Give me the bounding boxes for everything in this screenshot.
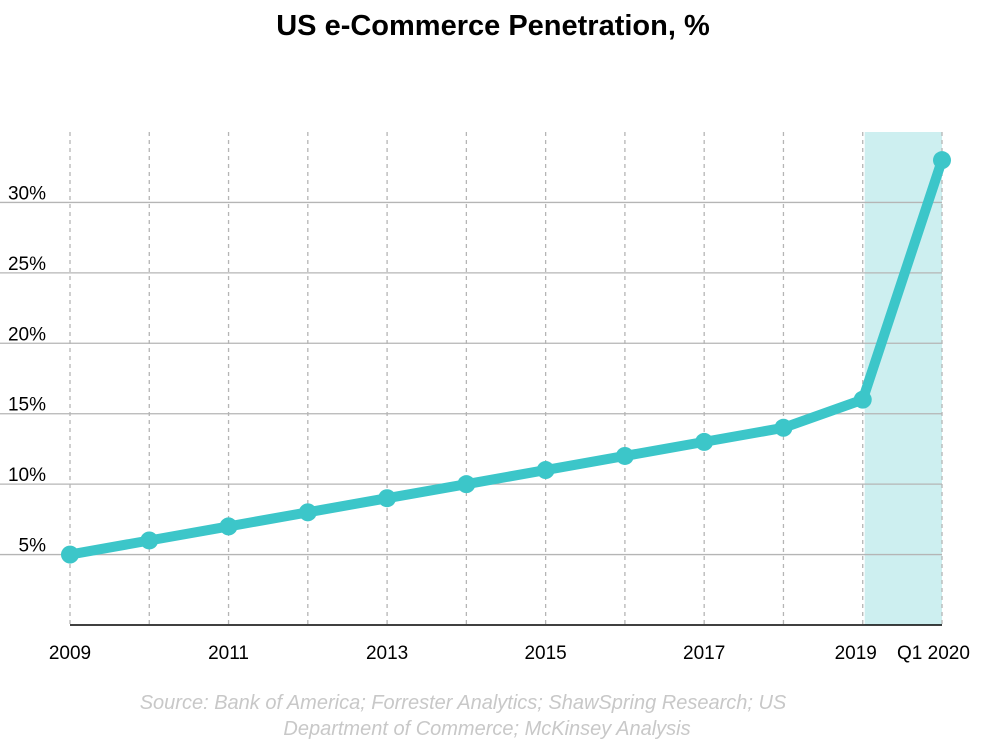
data-point [140,531,159,550]
data-point [378,489,397,508]
data-point [219,517,238,536]
data-point [933,151,951,170]
data-point [615,446,634,465]
series-line [65,155,947,560]
data-point [695,432,714,451]
source-line-1: Source: Bank of America; Forrester Analy… [139,692,787,714]
x-tick-label: 2017 [683,643,725,664]
y-tick-label: 30% [8,183,46,204]
x-tick-label: 2019 [835,643,877,664]
data-point [536,461,555,480]
series-layer [61,151,951,564]
source-line-2: Department of Commerce; McKinsey Analysi… [283,718,691,740]
y-tick-label: 10% [8,465,46,486]
y-tick-label: 15% [8,395,46,416]
label-layer: 5% 10% 15% 20% 25% 30% 2009 2011 2013 2015 2017 201… [8,183,970,664]
x-tick-label: 2013 [366,643,408,664]
data-point [61,545,79,564]
data-point [853,390,872,409]
source-note: Source: Bank of America; Forrester Analy… [0,690,926,742]
y-tick-label: 25% [8,254,46,275]
y-tick-label: 5% [19,536,47,557]
data-point [774,418,793,437]
chart-title: US e-Commerce Penetration, % [276,10,710,42]
x-tick-label: Q1 2020 [897,643,970,664]
grid-layer [0,132,943,625]
y-tick-label: 20% [8,324,46,345]
x-tick-label: 2009 [49,643,91,664]
data-point [298,503,317,522]
x-tick-label: 2015 [524,643,566,664]
data-point [457,475,476,494]
x-tick-label: 2011 [208,643,249,664]
